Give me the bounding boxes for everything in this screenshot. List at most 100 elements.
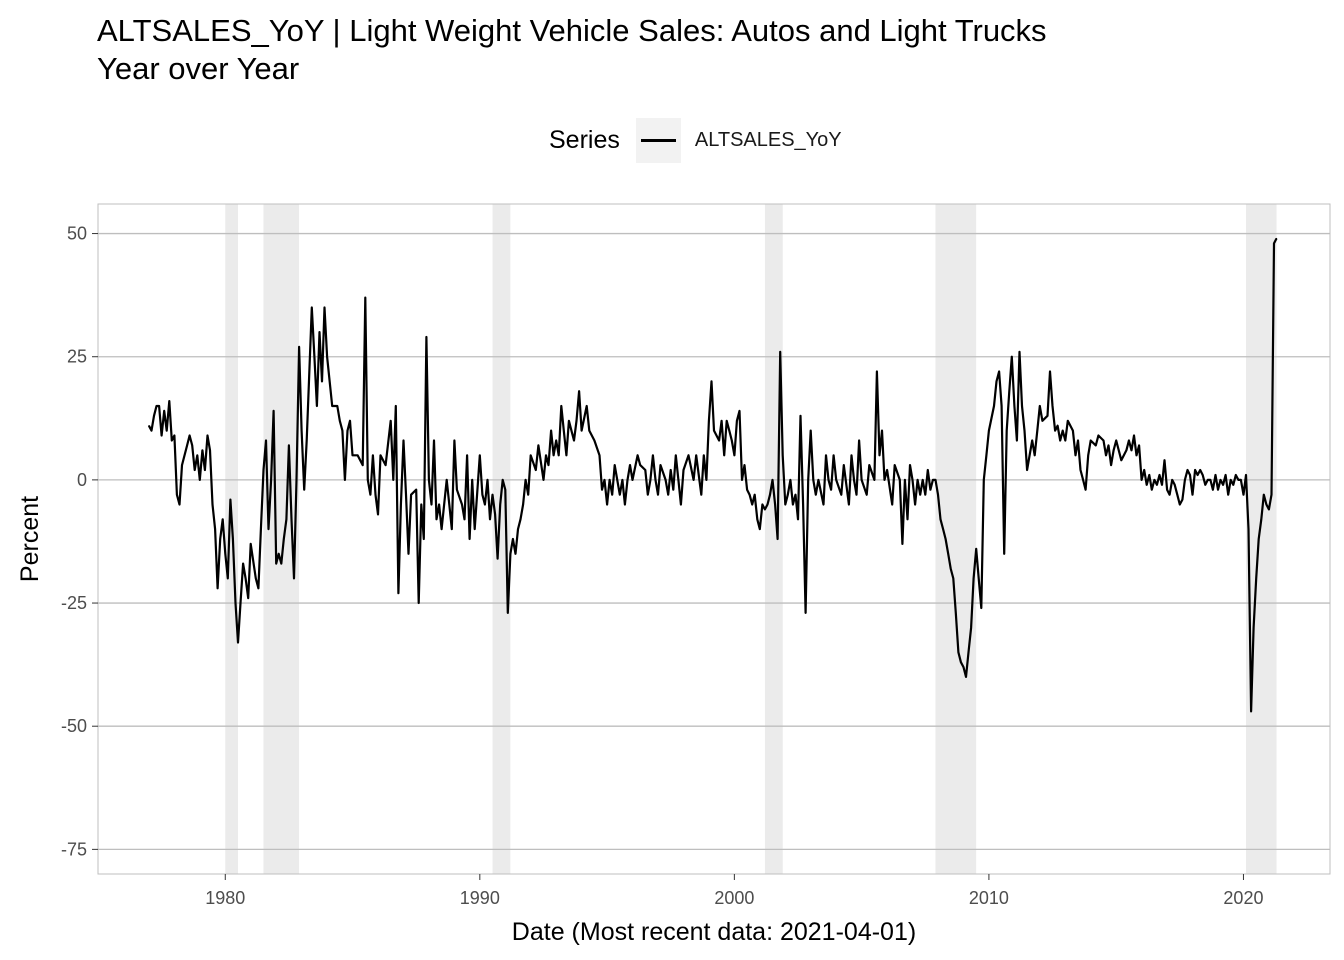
data-point	[934, 479, 937, 481]
data-point	[453, 439, 455, 442]
x-tick-label: 2000	[714, 888, 754, 908]
data-point	[733, 454, 735, 456]
data-point	[1260, 518, 1262, 520]
data-point	[232, 538, 234, 540]
data-point	[833, 454, 835, 456]
data-point	[626, 479, 629, 481]
x-tick-label: 1980	[205, 888, 245, 908]
data-point	[868, 464, 870, 466]
data-point	[1227, 494, 1229, 496]
data-point	[158, 405, 160, 407]
data-point	[787, 494, 789, 496]
data-point	[774, 503, 776, 506]
data-point	[1230, 479, 1232, 481]
data-point	[644, 469, 646, 471]
data-point	[713, 430, 715, 432]
chart-subtitle: Year over Year	[97, 51, 300, 86]
data-point	[250, 543, 252, 545]
data-point	[1242, 494, 1245, 496]
data-point	[1268, 508, 1270, 511]
data-point	[176, 494, 178, 496]
data-point	[1039, 405, 1041, 407]
data-point	[621, 479, 623, 481]
data-point	[1253, 627, 1255, 629]
data-point	[693, 479, 695, 481]
data-point	[1214, 474, 1217, 476]
data-point	[486, 479, 489, 481]
data-point	[1072, 430, 1074, 432]
data-point	[746, 489, 748, 491]
data-point	[815, 494, 817, 496]
data-point	[481, 494, 483, 496]
data-point	[962, 666, 965, 668]
data-point	[1016, 439, 1018, 442]
data-point	[420, 503, 422, 506]
data-point	[1102, 439, 1105, 442]
data-point	[723, 454, 725, 456]
data-point	[558, 454, 560, 456]
recession-bands	[225, 204, 1277, 874]
data-point	[166, 430, 168, 432]
recession-band	[263, 204, 300, 874]
data-point	[346, 430, 349, 432]
data-point	[1018, 351, 1021, 353]
data-point	[629, 464, 631, 466]
data-point	[939, 518, 942, 520]
data-point	[911, 479, 914, 481]
data-point	[899, 479, 901, 481]
data-point	[1156, 484, 1158, 486]
data-point	[522, 503, 524, 506]
data-point	[1003, 553, 1005, 555]
data-point	[850, 454, 853, 456]
data-point	[463, 518, 466, 520]
data-point	[400, 503, 402, 506]
data-point	[1148, 474, 1150, 476]
data-point	[1001, 405, 1003, 407]
data-point	[441, 528, 443, 530]
data-point	[687, 454, 690, 456]
data-point	[331, 405, 333, 407]
data-point	[1194, 469, 1196, 471]
data-point	[1166, 489, 1168, 491]
data-point	[1163, 459, 1166, 461]
data-point	[504, 489, 506, 491]
legend-title: Series	[549, 125, 620, 154]
data-point	[861, 479, 863, 481]
data-point	[639, 464, 641, 466]
series-line-altsales-yoy	[147, 238, 1278, 713]
data-point	[998, 370, 1000, 373]
data-point	[575, 420, 578, 422]
data-point	[1255, 577, 1257, 580]
x-tick-label: 2020	[1223, 888, 1263, 908]
data-point	[1095, 444, 1097, 446]
data-point	[917, 479, 919, 481]
data-point	[866, 494, 868, 496]
data-point	[672, 489, 674, 491]
data-point	[924, 494, 926, 496]
data-point	[667, 494, 669, 496]
y-axis-title: Percent	[16, 496, 44, 582]
data-point	[224, 553, 226, 555]
data-point	[891, 503, 893, 506]
legend-key	[635, 117, 681, 163]
data-point	[1158, 474, 1161, 476]
data-point	[199, 479, 201, 481]
data-point	[560, 405, 562, 407]
data-point	[807, 479, 809, 481]
data-point	[631, 479, 634, 481]
data-point	[255, 577, 257, 580]
data-point	[614, 464, 616, 466]
data-point	[430, 503, 433, 506]
y-tick-label: 0	[77, 470, 87, 490]
legend-label: ALTSALES_YoY	[694, 128, 842, 151]
data-point	[1240, 479, 1242, 481]
data-point	[326, 356, 328, 358]
data-point	[392, 479, 394, 481]
data-point	[754, 494, 756, 496]
data-point	[517, 528, 519, 530]
data-point	[825, 454, 827, 456]
data-point	[364, 297, 366, 299]
data-point	[1077, 439, 1079, 442]
data-point	[927, 469, 929, 471]
data-point	[155, 405, 158, 407]
